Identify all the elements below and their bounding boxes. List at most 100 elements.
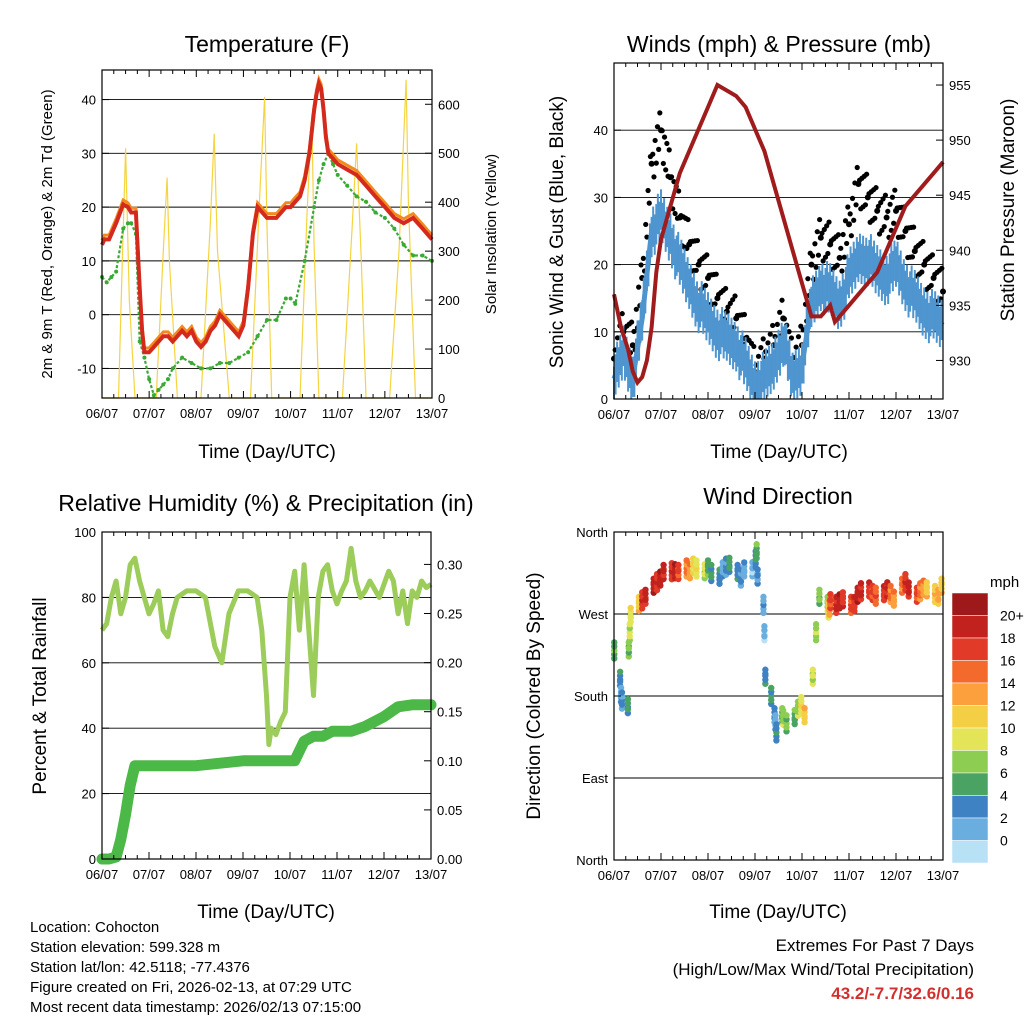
direction-point xyxy=(773,721,780,728)
dewpoint-point xyxy=(156,387,161,392)
gust-point xyxy=(725,304,731,310)
direction-point xyxy=(675,567,682,575)
humidity-ytick-label: 80 xyxy=(82,590,96,605)
gust-point xyxy=(636,284,642,290)
gust-point xyxy=(875,203,881,209)
gust-point xyxy=(815,252,822,258)
gust-point xyxy=(765,340,771,346)
gust-point xyxy=(864,171,870,177)
direction-legend: 20+ 18 16 14 12 10 8 6 4 2 0 xyxy=(951,592,1024,864)
dewpoint-point xyxy=(420,253,425,258)
gust-point xyxy=(668,174,675,180)
gust-point xyxy=(633,306,639,312)
gust-point xyxy=(651,174,657,180)
direction-title: Wind Direction xyxy=(703,483,853,509)
dewpoint-point xyxy=(129,221,134,226)
direction-xtick-label: 10/07 xyxy=(786,868,819,883)
gust-point xyxy=(808,261,815,268)
gust-point xyxy=(845,204,851,210)
gust-point xyxy=(821,226,827,233)
direction-point xyxy=(827,590,834,598)
direction-point xyxy=(857,580,865,587)
direction-point xyxy=(905,579,912,586)
gust-point xyxy=(755,353,762,359)
dewpoint-point xyxy=(104,280,109,285)
temperature-y2tick-label: 600 xyxy=(438,97,460,112)
direction-point xyxy=(734,561,741,569)
temperature-gridlines xyxy=(102,99,432,369)
direction-ytick-label: North xyxy=(576,525,608,540)
winds-xtick-label: 11/07 xyxy=(833,407,865,422)
humidity-y2tick-label: 0.00 xyxy=(437,852,462,867)
gust-point xyxy=(853,202,859,208)
humidity-title: Relative Humidity (%) & Precipitation (i… xyxy=(58,490,473,516)
temperature-ytick-label: 0 xyxy=(89,308,96,323)
gust-point xyxy=(841,254,847,260)
gust-point xyxy=(839,268,845,274)
gust-point xyxy=(834,262,840,268)
winds-xtick-label: 09/07 xyxy=(739,407,772,422)
gust-point xyxy=(880,196,886,202)
gust-point xyxy=(919,269,925,275)
dewpoint-point xyxy=(321,162,326,167)
gust-point xyxy=(777,309,783,315)
direction-point xyxy=(839,595,847,602)
gust-point xyxy=(741,311,748,318)
legend-swatch xyxy=(951,705,989,729)
gust-point xyxy=(767,331,773,337)
legend-label: 18 xyxy=(1000,630,1016,646)
temperature-xtick-label: 07/07 xyxy=(133,406,166,421)
humidity-y2tick-label: 0.25 xyxy=(437,607,462,622)
dewpoint-point xyxy=(312,205,317,210)
winds-title: Winds (mph) & Pressure (mb) xyxy=(627,31,931,57)
direction-point xyxy=(754,572,761,579)
gust-point xyxy=(795,334,802,340)
gust-point xyxy=(939,265,945,271)
gust-point xyxy=(900,234,906,240)
temperature-dewpoint-line xyxy=(100,150,434,398)
gust-point xyxy=(928,282,934,289)
gust-point xyxy=(882,192,889,198)
extremes-box: Extremes For Past 7 Days (High/Low/Max W… xyxy=(673,934,974,1006)
direction-point xyxy=(762,672,769,679)
gust-point xyxy=(814,229,820,235)
gust-point xyxy=(781,316,787,322)
gust-point xyxy=(838,245,844,251)
direction-point xyxy=(627,614,634,622)
direction-panel: Wind Direction 06/07 07/07 08/07 09/07 10/07… xyxy=(524,483,1024,923)
direction-point xyxy=(839,589,847,596)
winds-y2tick-label: 945 xyxy=(949,188,971,203)
gust-point xyxy=(704,252,710,258)
winds-axes: 06/07 07/07 08/07 09/07 10/07 11/07 12/07 13/07… xyxy=(594,63,971,422)
direction-xtick-label: 08/07 xyxy=(692,868,725,883)
info-latlon: Station lat/lon: 42.5118; -77.4376 xyxy=(30,959,250,976)
direction-point xyxy=(704,557,712,564)
temperature-xtick-label: 06/07 xyxy=(86,406,119,421)
gust-point xyxy=(849,195,856,202)
gust-point xyxy=(654,124,661,130)
gust-point xyxy=(929,252,936,258)
direction-point xyxy=(798,693,805,701)
gust-point xyxy=(846,221,852,228)
humidity-xlabel: Time (Day/UTC) xyxy=(197,902,335,923)
winds-panel: Winds (mph) & Pressure (mb) 06/07 07/07 08… xyxy=(547,31,1019,463)
legend-swatch xyxy=(951,840,989,864)
temp-2m-series-line xyxy=(100,76,434,355)
gust-point xyxy=(656,146,662,152)
direction-point xyxy=(780,707,787,714)
direction-point xyxy=(726,554,733,562)
info-elevation: Station elevation: 599.328 m xyxy=(30,939,221,956)
humidity-ytick-label: 40 xyxy=(82,721,96,736)
gust-point xyxy=(793,344,799,350)
temperature-temp-line xyxy=(100,74,434,355)
legend-swatch xyxy=(951,615,989,639)
dewpoint-point xyxy=(382,215,387,220)
dewpoint-point xyxy=(189,361,194,366)
humidity-ytick-label: 100 xyxy=(74,525,96,540)
dewpoint-point xyxy=(293,301,298,306)
humidity-panel: Relative Humidity (%) & Precipitation (i… xyxy=(30,490,474,923)
gust-point xyxy=(660,160,666,167)
legend-swatch xyxy=(951,817,989,841)
gust-point xyxy=(812,241,818,247)
